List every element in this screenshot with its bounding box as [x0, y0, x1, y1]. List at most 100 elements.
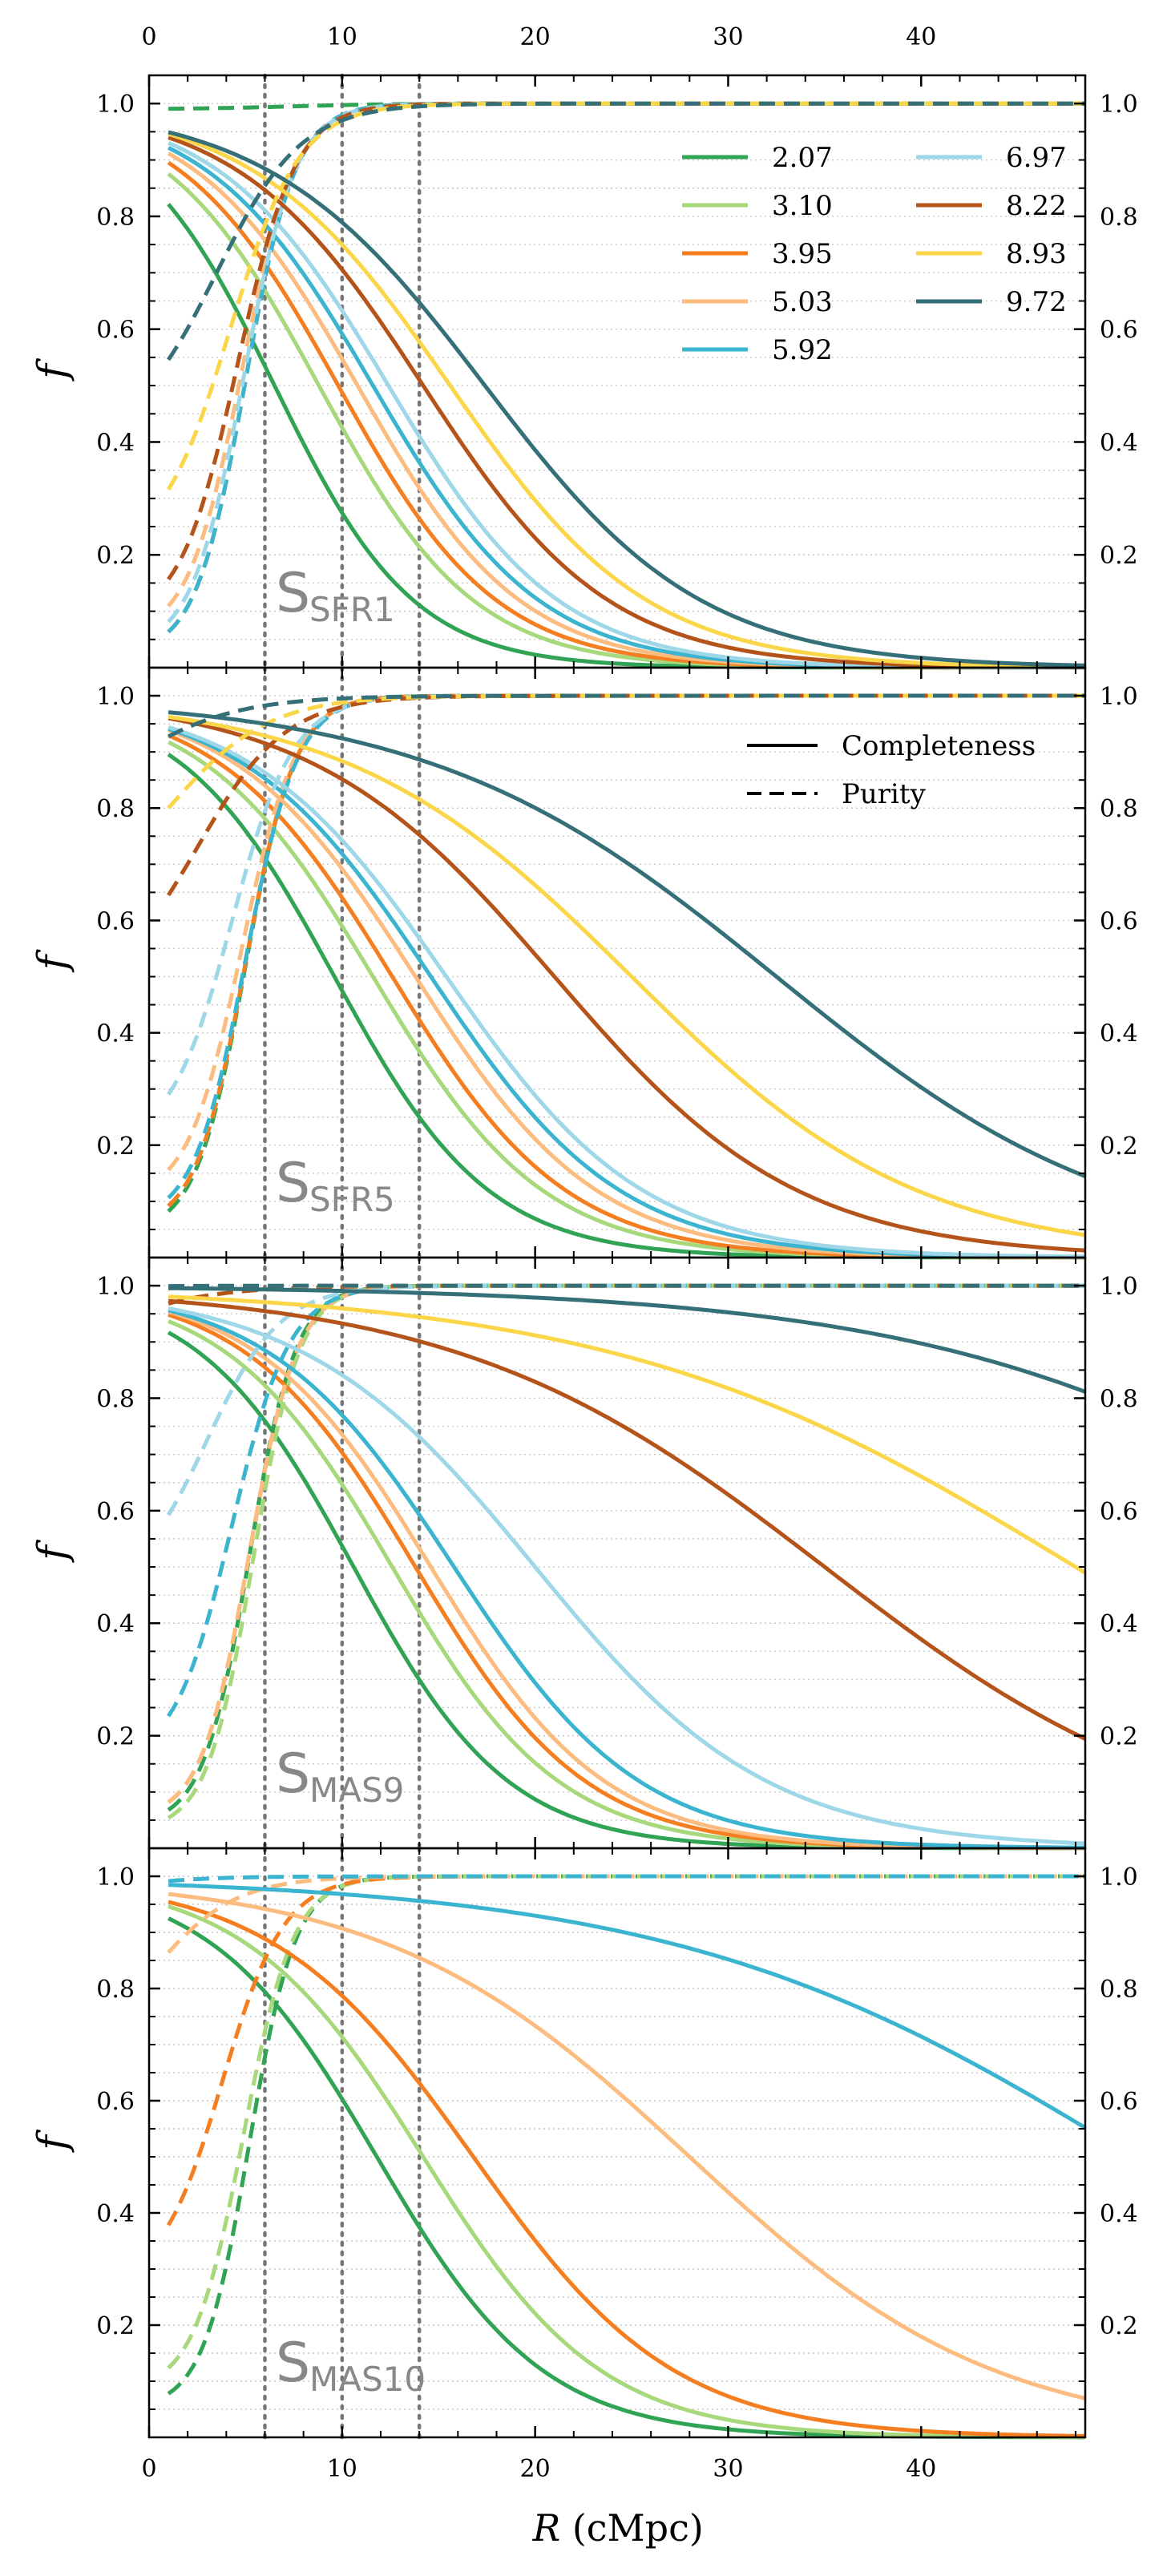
panel-3 — [147, 1255, 1087, 1851]
legend-style — [747, 744, 818, 795]
y-tick-label-right: 0.8 — [1100, 795, 1138, 823]
completeness-line-8.93 — [168, 1294, 1087, 1575]
y-axis-label: f — [29, 1540, 75, 1564]
y-tick-label: 0.2 — [96, 542, 135, 570]
y-tick-label: 0.2 — [96, 1723, 135, 1751]
completeness-line-3.10 — [168, 1904, 1085, 2440]
y-tick-label-right: 1.0 — [1100, 683, 1138, 711]
legend-style-label: Purity — [842, 778, 927, 810]
legend-label-3.95: 3.95 — [772, 238, 833, 270]
purity-line-3.95 — [167, 101, 1085, 634]
legend-label-9.72: 9.72 — [1006, 286, 1067, 318]
x-tick-label: 40 — [906, 2455, 936, 2483]
panel-label: S — [276, 1742, 310, 1806]
y-tick-label-right: 1.0 — [1100, 1863, 1138, 1892]
purity-line-5.92 — [167, 101, 1085, 634]
purity-line-3.95 — [167, 693, 1085, 1208]
y-tick-label: 0.6 — [96, 1498, 135, 1526]
y-tick-label: 1.0 — [96, 1863, 135, 1892]
panel-label: S — [276, 1152, 310, 1215]
panel-label: S — [276, 2332, 310, 2395]
y-tick-label: 1.0 — [96, 1273, 135, 1301]
y-tick-label: 0.2 — [96, 2312, 135, 2340]
y-tick-label-right: 0.4 — [1100, 2200, 1138, 2228]
purity-line-8.22 — [167, 101, 1085, 581]
purity-line-2.07 — [167, 693, 1085, 1213]
y-tick-label-right: 0.4 — [1100, 1610, 1138, 1638]
completeness-line-5.03 — [168, 1892, 1086, 2400]
purity-line-5.03 — [167, 693, 1085, 1172]
completeness-line-9.72 — [168, 130, 1086, 668]
purity-line-3.10 — [167, 1874, 1085, 2370]
y-tick-label-right: 0.4 — [1100, 429, 1138, 457]
purity-line-8.93 — [166, 101, 1085, 491]
x-axis-label: R (cMpc) — [532, 2506, 704, 2550]
panel-2 — [147, 665, 1087, 1260]
x-tick-label-top: 30 — [713, 23, 743, 51]
y-tick-label: 0.4 — [96, 1020, 135, 1048]
completeness-line-8.22 — [168, 716, 1086, 1253]
purity-line-3.95 — [167, 1283, 1085, 1804]
y-axis-label: f — [29, 358, 75, 382]
y-tick-label-right: 0.2 — [1100, 542, 1138, 570]
y-tick-label-right: 0.6 — [1100, 907, 1138, 935]
y-tick-label-right: 0.8 — [1100, 1385, 1138, 1413]
x-tick-label-top: 0 — [141, 23, 156, 51]
y-tick-label: 0.8 — [96, 204, 135, 232]
purity-line-5.03 — [167, 1283, 1085, 1804]
y-tick-label: 1.0 — [96, 91, 135, 119]
legend-label-8.93: 8.93 — [1006, 238, 1067, 270]
purity-line-5.03 — [167, 101, 1085, 608]
panel-label-sub: SFR5 — [309, 1180, 395, 1219]
y-tick-label-right: 1.0 — [1100, 1273, 1138, 1301]
y-axis-label: f — [29, 2130, 75, 2154]
x-tick-label-top: 20 — [520, 23, 551, 51]
purity-line-9.72 — [167, 101, 1085, 361]
completeness-line-9.72 — [168, 1286, 1086, 1394]
y-tick-label: 0.6 — [96, 907, 135, 935]
panel-4 — [147, 1846, 1087, 2440]
completeness-line-3.95 — [168, 1900, 1085, 2438]
x-tick-label: 20 — [520, 2455, 551, 2483]
y-tick-label: 0.8 — [96, 1385, 135, 1413]
y-tick-label-right: 0.6 — [1100, 317, 1138, 345]
y-tick-label-right: 0.2 — [1100, 1723, 1138, 1751]
completeness-line-5.92 — [168, 1308, 1085, 1850]
x-tick-label-top: 40 — [906, 23, 936, 51]
purity-line-3.10 — [167, 1283, 1085, 1820]
y-tick-label-right: 0.6 — [1100, 2088, 1138, 2116]
y-tick-label-right: 0.8 — [1100, 1976, 1138, 2004]
panel-frame — [147, 1847, 1087, 2439]
x-tick-label: 30 — [713, 2455, 743, 2483]
x-tick-label: 0 — [141, 2455, 156, 2483]
completeness-line-8.22 — [168, 1298, 1087, 1741]
y-axis-label: f — [29, 949, 75, 973]
completeness-line-9.72 — [168, 710, 1086, 1179]
purity-line-3.10 — [167, 693, 1085, 1208]
legend-redshift — [682, 155, 982, 352]
legend-label-3.10: 3.10 — [772, 190, 833, 222]
legend-label-5.92: 5.92 — [772, 334, 833, 366]
y-tick-label-right: 1.0 — [1100, 91, 1138, 119]
x-tick-label-top: 10 — [327, 23, 357, 51]
y-tick-label-right: 0.8 — [1100, 204, 1138, 232]
y-tick-label-right: 0.2 — [1100, 1133, 1138, 1161]
y-tick-label: 1.0 — [96, 683, 135, 711]
completeness-line-6.97 — [168, 1306, 1086, 1846]
x-tick-label: 10 — [327, 2455, 357, 2483]
y-tick-label: 0.6 — [96, 2088, 135, 2116]
panel-label-sub: MAS10 — [309, 2360, 426, 2399]
y-tick-label: 0.8 — [96, 1976, 135, 2004]
y-tick-label: 0.4 — [96, 429, 135, 457]
purity-line-2.07 — [167, 1874, 1085, 2396]
x-axis-unit: (cMpc) — [560, 2506, 704, 2550]
y-tick-label-right: 0.6 — [1100, 1498, 1138, 1526]
y-tick-label: 0.4 — [96, 2200, 135, 2228]
legend-label-6.97: 6.97 — [1006, 142, 1067, 174]
completeness-line-5.92 — [168, 1883, 1087, 2130]
purity-line-2.07 — [167, 1283, 1085, 1812]
panel-label-sub: MAS9 — [309, 1770, 404, 1810]
purity-line-9.72 — [167, 693, 1085, 739]
y-tick-label-right: 0.2 — [1100, 2312, 1138, 2340]
